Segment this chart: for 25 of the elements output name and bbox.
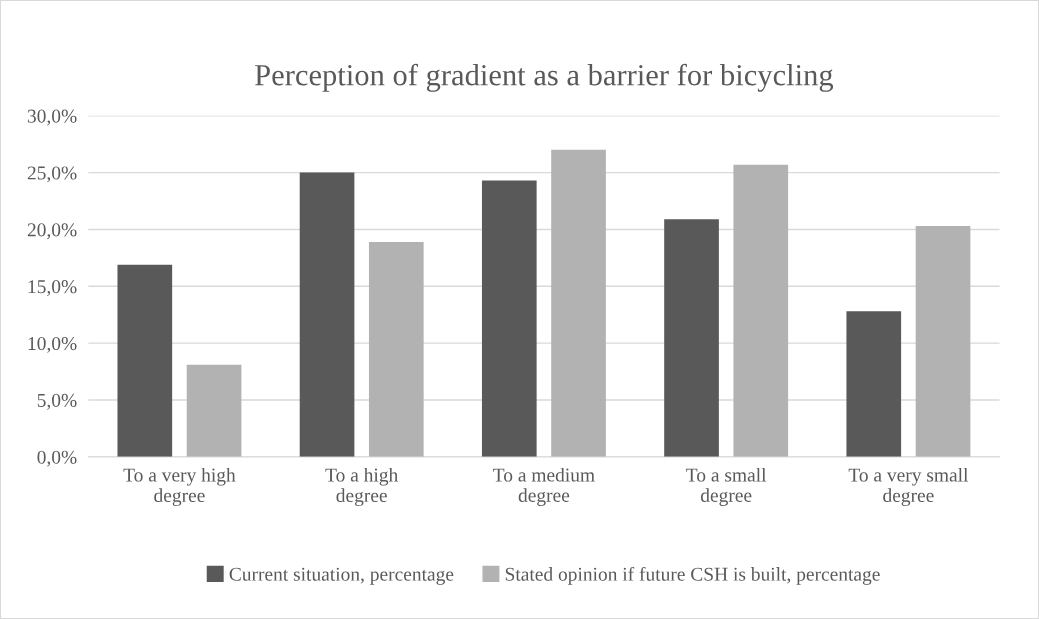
x-tick-label: To a very high degree (123, 467, 236, 507)
bar (368, 241, 424, 457)
bar (481, 180, 537, 457)
y-tick-label: 0,0% (37, 450, 77, 467)
bar (846, 311, 902, 457)
y-tick-label: 10,0% (28, 336, 77, 353)
y-tick-label: 5,0% (37, 393, 77, 410)
bar (186, 364, 242, 457)
bar (733, 164, 789, 457)
x-tick-label: To a very small degree (848, 467, 969, 507)
y-tick-label: 15,0% (28, 280, 77, 297)
y-tick-label: 30,0% (27, 109, 77, 126)
bar (915, 226, 971, 457)
chart-title: Perception of gradient as a barrier for bicycling (255, 63, 834, 92)
bar (664, 219, 719, 457)
x-tick-label: To a medium degree (493, 467, 595, 506)
legend-label: Current situation, percentage (229, 567, 454, 585)
bar (299, 172, 355, 457)
bar (117, 264, 173, 457)
x-tick-label: To a small degree (686, 467, 767, 506)
x-tick-label: To a high degree (325, 467, 398, 507)
legend-label: Stated opinion if future CSH is built, percentage (505, 566, 880, 585)
y-tick-label: 25,0% (27, 166, 77, 183)
bar (551, 149, 606, 457)
y-tick-label: 20,0% (27, 223, 77, 240)
